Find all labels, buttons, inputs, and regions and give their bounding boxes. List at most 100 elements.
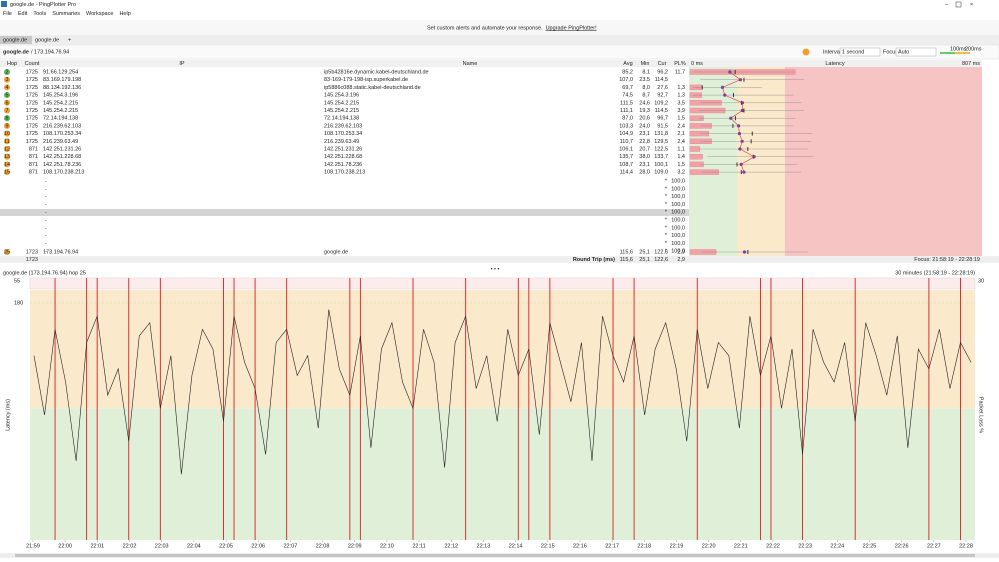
x-tick-label: 22:06 — [251, 543, 265, 549]
hop: - — [45, 210, 47, 216]
ip: 145.254.3.196 — [43, 93, 78, 99]
scroll-thumb[interactable] — [15, 554, 975, 557]
hop: 13 — [4, 154, 10, 160]
hop-badge — [4, 84, 10, 91]
menu-item[interactable]: Edit — [18, 11, 28, 17]
menu-item[interactable]: File — [3, 11, 12, 17]
x-tick-label: 22:14 — [509, 543, 523, 549]
avg: 87,0 — [622, 116, 633, 122]
column-header[interactable]: Avg — [623, 61, 632, 67]
legend-swatch — [955, 52, 970, 54]
avg: 111,5 — [620, 100, 633, 106]
hop: - — [45, 178, 47, 184]
count: 1725 — [26, 139, 38, 145]
pl: 3,2 — [677, 170, 685, 176]
strip-label: 55 — [14, 278, 20, 284]
latency-line — [33, 309, 972, 475]
cur: 27,6 — [657, 85, 668, 91]
ip: 72.14.194.138 — [43, 116, 78, 122]
hop: 7 — [5, 108, 8, 114]
summary-label: Round Trip (ms) — [573, 257, 615, 263]
active-tab[interactable]: google.de — [35, 37, 59, 43]
pl: 100,0 — [671, 233, 685, 239]
x-tick-label: 22:05 — [219, 543, 233, 549]
add-tab[interactable]: + — [68, 37, 71, 43]
avg: 111,1 — [620, 108, 633, 114]
hop-badge — [4, 138, 10, 145]
name: 216.239.63.49 — [324, 139, 359, 145]
ip: 88.134.192.136 — [43, 85, 81, 91]
hop-badge — [4, 161, 10, 168]
column-header[interactable]: PL% — [674, 61, 686, 67]
x-tick-label: 22:18 — [637, 543, 651, 549]
name: 83-169-179-198-isp.superkabel.de — [324, 77, 408, 83]
splitter[interactable]: • • • — [491, 266, 500, 272]
pause-button[interactable] — [802, 48, 810, 56]
tab-group[interactable] — [0, 36, 32, 44]
x-tick-label: 22:26 — [895, 543, 909, 549]
banner-text: Set custom alerts and automate your resp… — [427, 25, 543, 31]
interval-select[interactable] — [839, 47, 881, 57]
cur: 92,7 — [657, 93, 668, 99]
graph-range: 30 minutes (21:58:19 - 22:28:19) — [895, 270, 975, 276]
maximize[interactable] — [955, 1, 962, 8]
pl: 11,7 — [675, 69, 685, 75]
cur-marker — [752, 154, 754, 159]
column-header[interactable]: Min — [641, 61, 650, 67]
menu-item[interactable]: Tools — [33, 11, 46, 17]
column-header[interactable]: Cur — [658, 61, 667, 67]
column-header[interactable]: Name — [463, 61, 478, 67]
avg-dot — [742, 250, 747, 254]
marker: * — [665, 217, 668, 223]
hop-badge — [4, 146, 10, 152]
x-tick-label: 22:10 — [380, 543, 394, 549]
pl: 2,9 — [677, 257, 685, 263]
menu-item[interactable]: Summaries — [52, 11, 80, 17]
ip: 145.254.2.215 — [43, 108, 78, 114]
upgrade-link[interactable]: Upgrade PingPlotter! — [546, 25, 598, 31]
cur-marker — [732, 93, 734, 98]
menu-item[interactable]: Help — [119, 11, 130, 17]
min: 24,6 — [639, 100, 650, 106]
count: 1725 — [26, 93, 38, 99]
hop: 4 — [5, 85, 8, 91]
avg: 69,7 — [622, 85, 633, 91]
cur-marker — [701, 85, 703, 90]
tab-group-label[interactable]: google.de — [3, 37, 27, 43]
hop: 14 — [4, 162, 10, 168]
avg: 115,6 — [620, 249, 633, 255]
y2-axis-label: Packet Loss % — [978, 397, 984, 433]
avg: 104,9 — [619, 131, 633, 137]
hop-badge — [4, 115, 10, 122]
column-header[interactable]: IP — [179, 61, 185, 67]
hop: 9 — [5, 123, 8, 129]
cur-marker — [734, 70, 736, 74]
hop: - — [45, 249, 47, 255]
min: 8,7 — [642, 93, 650, 99]
minimize[interactable]: – — [945, 2, 949, 8]
close[interactable]: × — [970, 2, 973, 8]
x-tick-label: 22:27 — [927, 543, 941, 549]
pl: 100,0 — [671, 186, 685, 192]
pl: 100,0 — [671, 210, 685, 216]
cur: 96,7 — [657, 116, 668, 122]
focus-select[interactable] — [895, 47, 937, 57]
column-header[interactable]: Hop — [7, 61, 17, 67]
min: 8,0 — [642, 85, 650, 91]
count: 871 — [29, 162, 38, 168]
hop-badge — [4, 69, 10, 75]
column-header[interactable]: Count — [25, 61, 40, 67]
latency-header: Latency — [825, 61, 845, 67]
selected-row[interactable] — [0, 209, 689, 216]
marker: * — [665, 202, 668, 208]
hop: 25 — [4, 249, 10, 255]
menu-item[interactable]: Workspace — [86, 11, 113, 17]
ip: 108.170.238.213 — [43, 170, 84, 176]
pl: 1,5 — [677, 116, 685, 122]
cur: 100,1 — [654, 162, 668, 168]
x-tick-label: 22:17 — [605, 543, 619, 549]
marker: * — [665, 186, 668, 192]
ip: 91.66.129.254 — [43, 69, 78, 75]
